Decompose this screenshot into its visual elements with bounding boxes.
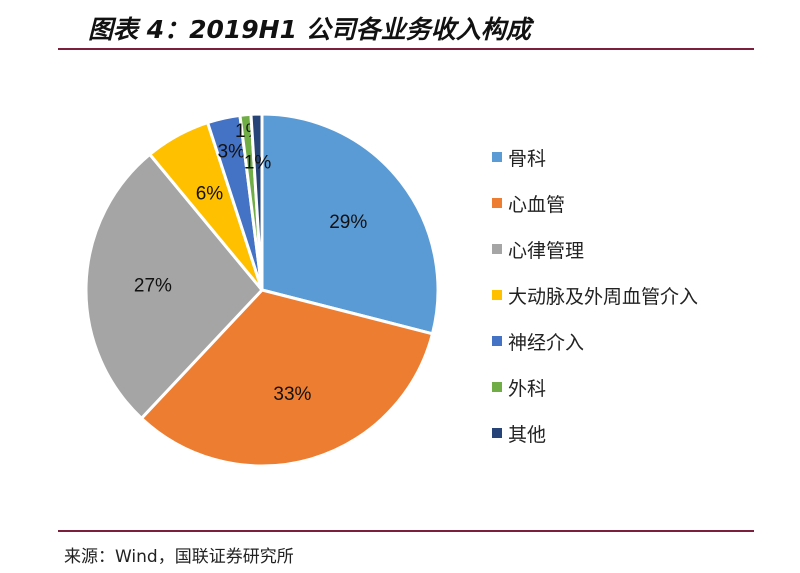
legend-swatch <box>492 244 502 254</box>
legend-item: 心律管理 <box>492 226 698 272</box>
legend-item: 其他 <box>492 410 698 456</box>
legend-item: 外科 <box>492 364 698 410</box>
legend-item: 大动脉及外周血管介入 <box>492 272 698 318</box>
pie-slice <box>260 112 440 336</box>
pie-chart: 29%33%27%6%3%1%1% <box>84 112 440 468</box>
page-title: 图表 4：2019H1 公司各业务收入构成 <box>88 15 531 44</box>
slice-data-label: 3% <box>218 142 246 163</box>
legend-item: 骨科 <box>492 134 698 180</box>
slice-data-label: 33% <box>273 384 311 405</box>
slice-data-label: 27% <box>134 276 172 297</box>
legend-label: 大动脉及外周血管介入 <box>508 285 699 308</box>
slice-data-label: 29% <box>329 212 367 233</box>
title-divider <box>58 48 754 50</box>
legend-label: 神经介入 <box>508 331 585 354</box>
legend-item: 神经介入 <box>492 318 698 364</box>
pie-slice <box>249 112 264 291</box>
legend-swatch <box>492 198 502 208</box>
legend-item: 心血管 <box>492 180 698 226</box>
source-divider <box>58 530 754 532</box>
legend-swatch <box>492 382 502 392</box>
legend-label: 心律管理 <box>508 239 585 262</box>
legend-swatch <box>492 336 502 346</box>
pie-slice <box>84 152 264 421</box>
slice-data-label: 6% <box>196 183 224 204</box>
legend-swatch <box>492 152 502 162</box>
legend-swatch <box>492 290 502 300</box>
legend-swatch <box>492 428 502 438</box>
legend-label: 外科 <box>508 377 547 400</box>
pie-slice <box>139 288 435 468</box>
source-note: 来源：Wind，国联证券研究所 <box>64 547 294 567</box>
legend-label: 心血管 <box>508 193 566 216</box>
slice-data-label: 1% <box>244 152 272 173</box>
chart-legend: 骨科心血管心律管理大动脉及外周血管介入 神经介入外科其他 <box>492 134 698 456</box>
legend-label: 其他 <box>508 423 547 446</box>
legend-label: 骨科 <box>508 147 547 170</box>
